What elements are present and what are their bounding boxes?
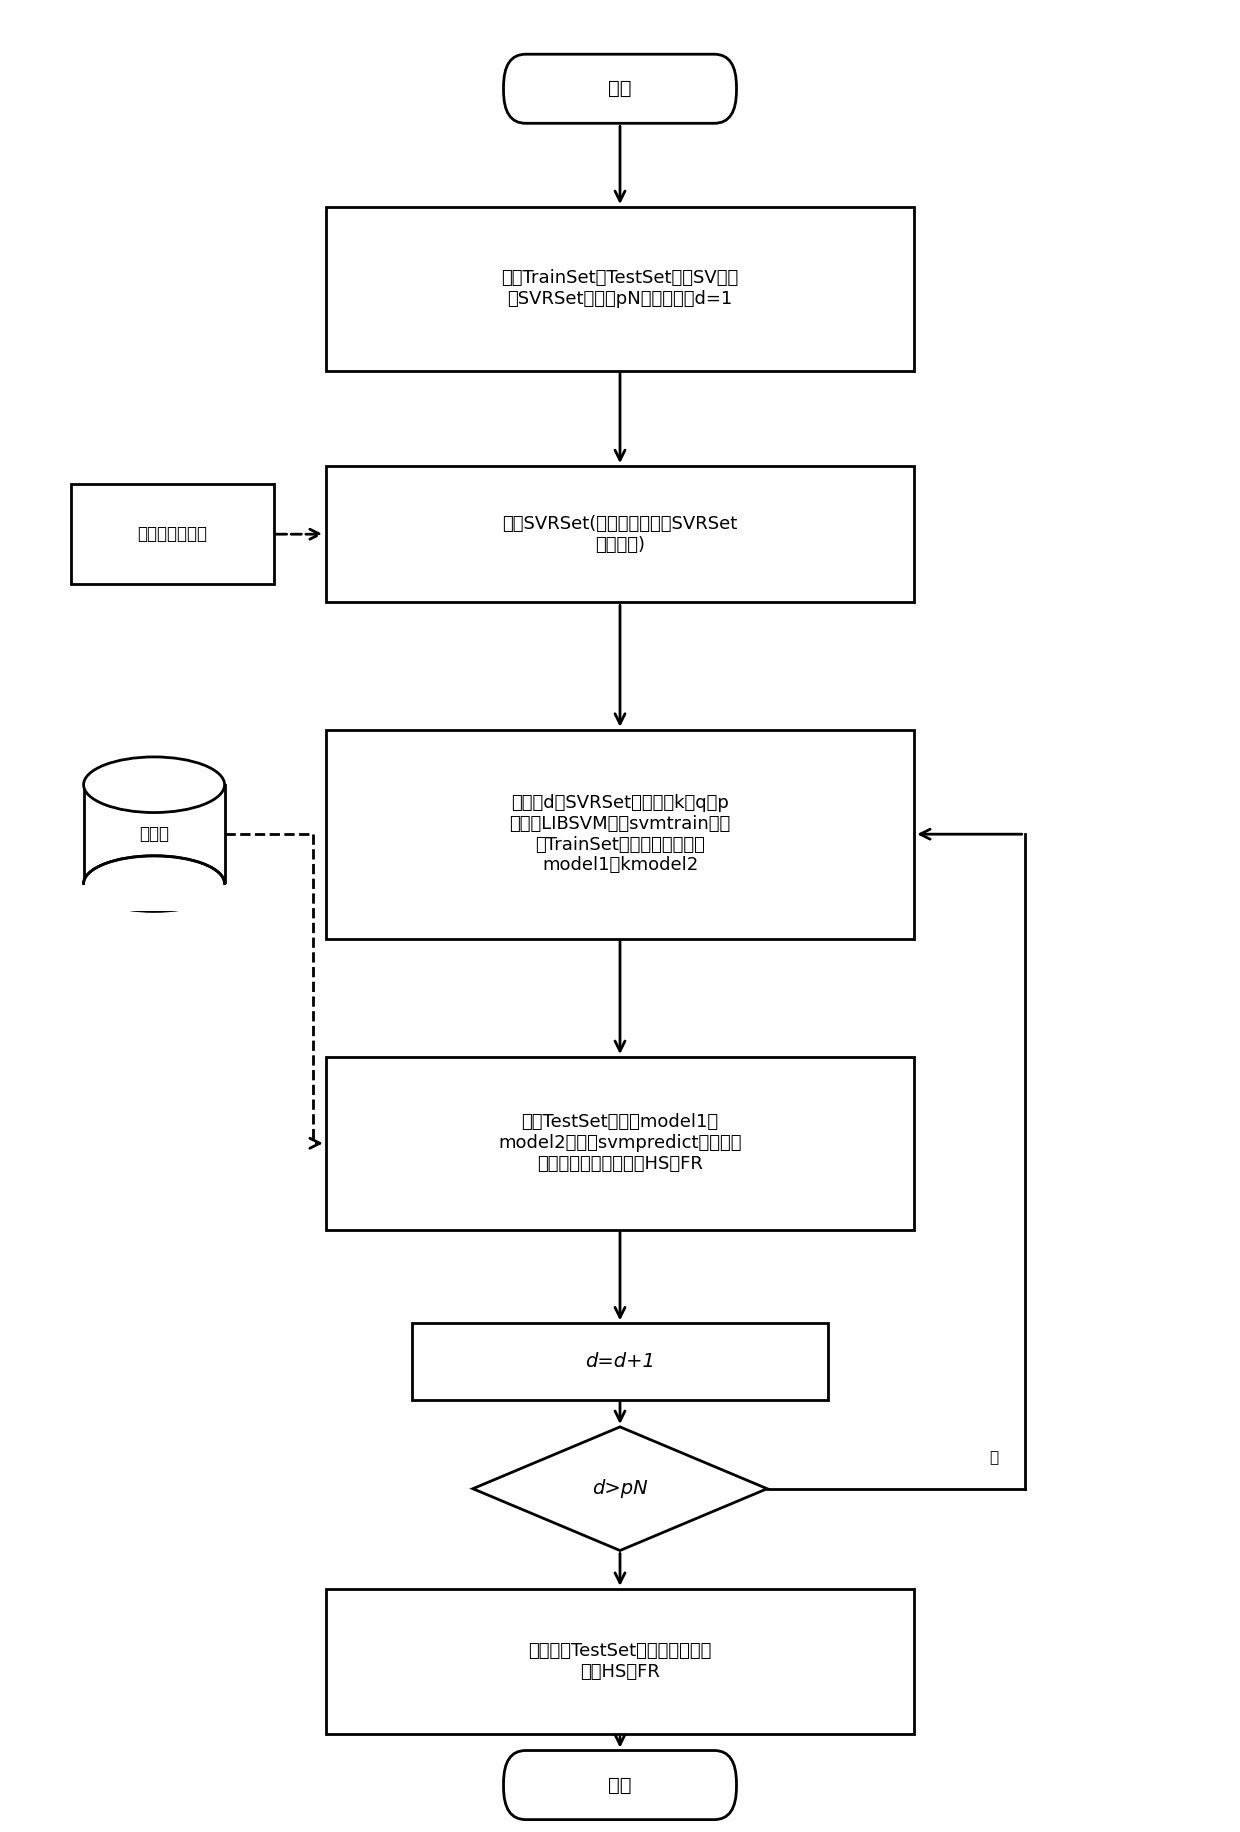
Bar [83,784,224,883]
Text: 获取SVRSet(首次运行，则对SVRSet
随机赋値): 获取SVRSet(首次运行，则对SVRSet 随机赋値) [502,515,738,553]
Text: d=d+1: d=d+1 [585,1352,655,1370]
FancyBboxPatch shape [503,1751,737,1819]
FancyBboxPatch shape [326,1057,914,1229]
FancyBboxPatch shape [326,207,914,370]
Ellipse shape [83,757,224,813]
Text: 结束: 结束 [609,1775,631,1795]
FancyBboxPatch shape [503,55,737,123]
Text: 樽海鞘算法模块: 樽海鞘算法模块 [138,526,207,544]
Bar [77,883,231,912]
Text: d>pN: d>pN [593,1478,647,1499]
Text: 基于第d个SVRSet中的参数k、q、p
，使用LIBSVM中的svmtrain函数
对TrainSet进行训练，得模型
model1及kmodel2: 基于第d个SVRSet中的参数k、q、p ，使用LIBSVM中的svmtrain… [510,793,730,874]
Polygon shape [472,1427,768,1550]
Ellipse shape [83,856,224,912]
FancyBboxPatch shape [72,484,274,584]
Text: 数据集: 数据集 [139,824,169,843]
FancyBboxPatch shape [326,465,914,603]
Text: 否: 否 [990,1451,998,1466]
Text: 获取TrainSet、TestSet以及SV，设
定SVRSet个数为pN，计数变量d=1: 获取TrainSet、TestSet以及SV，设 定SVRSet个数为pN，计数… [501,269,739,308]
FancyBboxPatch shape [326,1588,914,1735]
Text: 输出多个TestSet对应的工艺参数
组、HS、FR: 输出多个TestSet对应的工艺参数 组、HS、FR [528,1641,712,1680]
FancyBboxPatch shape [326,729,914,938]
Text: 针对TestSet，基于model1、
model2，使用svmpredict函数进行
预测，得工艺参数组、HS、FR: 针对TestSet，基于model1、 model2，使用svmpredict函… [498,1114,742,1172]
FancyBboxPatch shape [412,1323,828,1400]
Text: 开始: 开始 [609,79,631,99]
